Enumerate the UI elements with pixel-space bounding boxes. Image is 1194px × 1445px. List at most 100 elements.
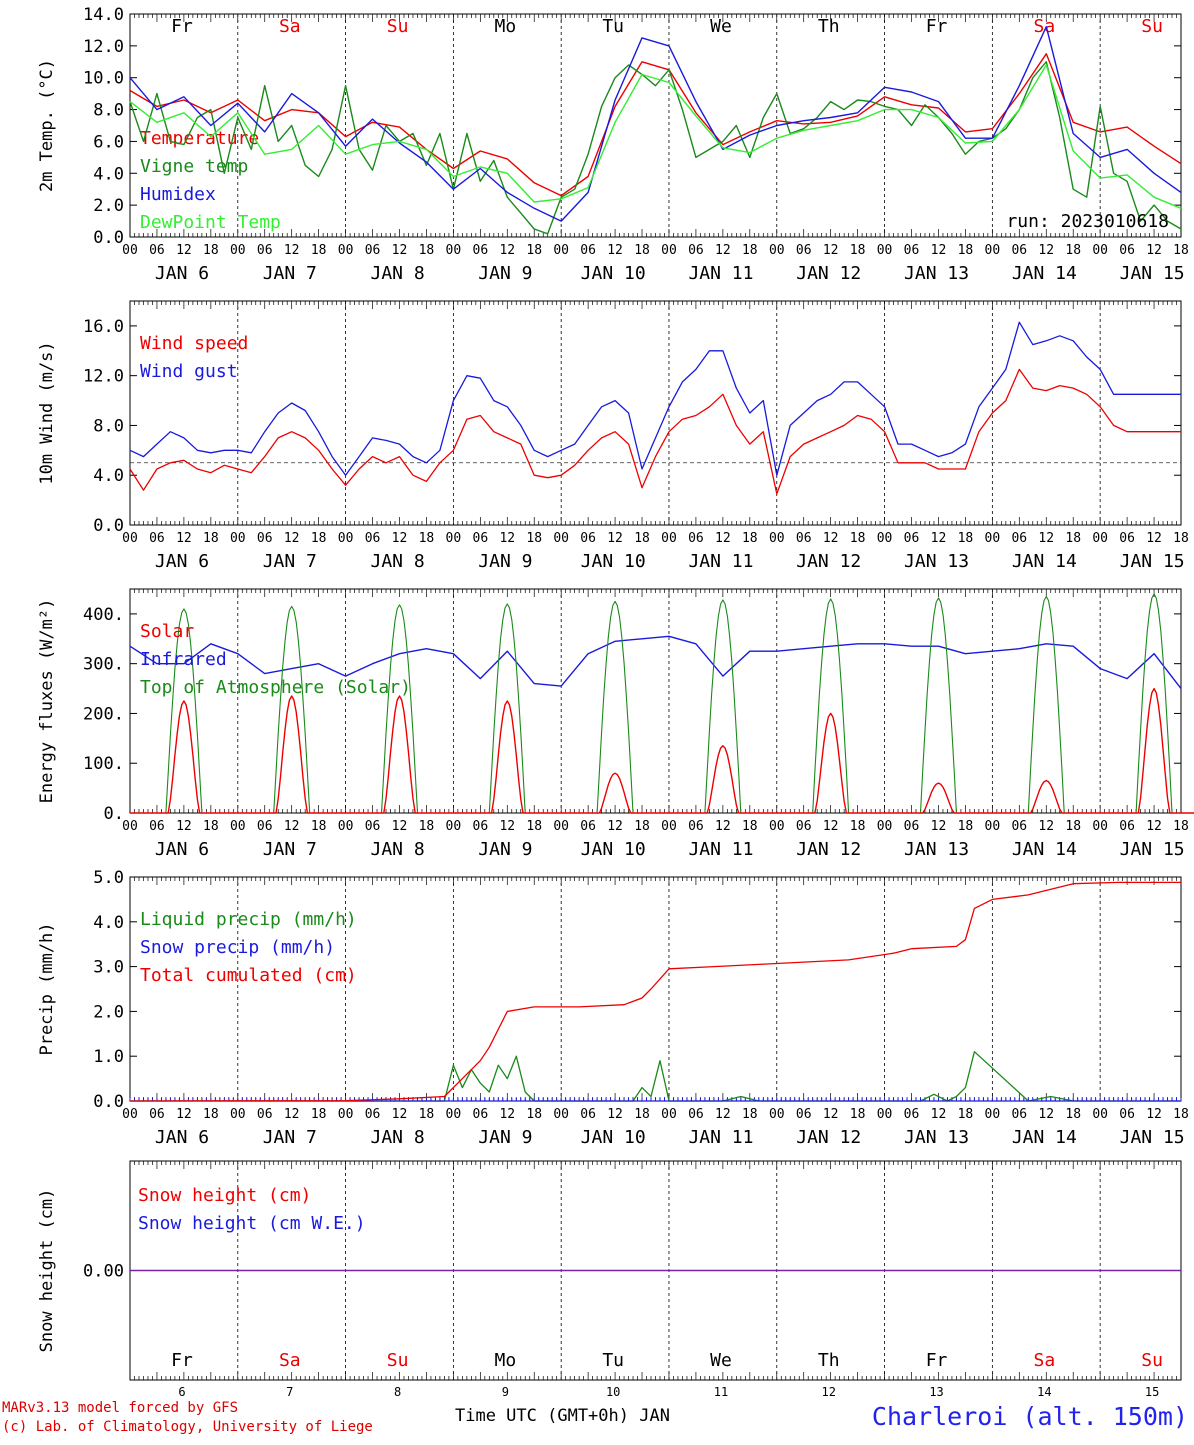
hour-tick-label: 06 [1011,1107,1027,1122]
hour-tick-label: 18 [742,1107,758,1122]
hour-tick-label: 18 [419,1107,435,1122]
hour-tick-label: 06 [904,819,920,834]
date-label: JAN 7 [263,263,317,284]
y-tick-label: 200. [83,704,124,724]
date-label: JAN 12 [796,1127,861,1148]
hour-tick-label: 00 [877,1107,893,1122]
hour-tick-label: 12 [931,819,947,834]
series-line-infrared [129,635,1182,690]
day-number-label: 6 [178,1385,185,1399]
hour-tick-label: 12 [499,243,515,258]
y-tick-label: 400. [83,605,124,625]
weekday-label: We [710,16,732,37]
hour-tick-label: 06 [257,1107,273,1122]
hour-tick-label: 12 [1038,531,1054,546]
hour-tick-label: 00 [122,531,138,546]
hour-tick-label: 00 [553,819,569,834]
series-line-toa-solar [130,593,1194,814]
hour-tick-label: 00 [985,819,1001,834]
hour-tick-label: 12 [1146,819,1162,834]
hour-tick-label: 12 [607,243,623,258]
hour-tick-label: 00 [230,243,246,258]
date-label: JAN 11 [688,1127,753,1148]
hour-tick-label: 12 [931,1107,947,1122]
hour-tick-label: 12 [176,1107,192,1122]
y-tick-label: 1.0 [93,1047,124,1067]
hour-tick-label: 12 [823,531,839,546]
hour-tick-label: 00 [661,1107,677,1122]
hour-tick-label: 18 [203,243,219,258]
date-label: JAN 14 [1012,551,1077,572]
series-line-total-cumulated-cm- [129,881,1181,1102]
hour-tick-label: 18 [419,531,435,546]
hour-tick-label: 06 [1011,243,1027,258]
panel-2: 10m Wind (m/s) 0.0 4.0 8.0 12.0 16.0 00 06 12 18 0… [37,300,1189,572]
date-label: JAN 15 [1120,1127,1185,1148]
y-axis-title: 2m Temp. (°C) [37,59,57,192]
date-label: JAN 14 [1012,839,1077,860]
series-line-wind-speed [129,368,1181,495]
legend-label: Infrared [140,649,227,670]
series-line-vigne-temp [129,61,1182,235]
hour-tick-label: 06 [688,243,704,258]
weekday-label: Th [818,16,840,37]
date-label: JAN 10 [581,839,646,860]
hour-tick-label: 06 [365,531,381,546]
weekday-label: Su [1141,1350,1163,1371]
day-number-label: 11 [714,1385,728,1399]
legend-label: Liquid precip (mm/h) [140,909,357,930]
hour-tick-label: 12 [1146,531,1162,546]
hour-tick-label: 18 [850,531,866,546]
run-label: run: 2023010618 [1006,211,1169,232]
series-line-dewpoint-temp [129,64,1182,209]
date-label: JAN 13 [904,551,969,572]
weekday-label: Tu [602,16,624,37]
day-number-label: 8 [394,1385,401,1399]
date-label: JAN 15 [1120,263,1185,284]
hour-tick-label: 18 [1065,1107,1081,1122]
hour-tick-label: 06 [149,1107,165,1122]
y-tick-label: 12.0 [83,37,124,57]
hour-tick-label: 12 [1038,243,1054,258]
hour-tick-label: 06 [904,531,920,546]
date-label: JAN 9 [478,839,532,860]
y-tick-label: 3.0 [93,958,124,978]
date-label: JAN 11 [688,263,753,284]
date-label: JAN 14 [1012,263,1077,284]
hour-tick-label: 12 [715,1107,731,1122]
legend-label: Wind gust [140,361,238,382]
hour-tick-label: 12 [715,531,731,546]
date-label: JAN 12 [796,551,861,572]
date-label: JAN 8 [370,839,424,860]
hour-tick-label: 00 [1092,1107,1108,1122]
energy-series: Solar Infrared Top of Atmosphere (Solar) [129,593,1194,814]
legend-label: DewPoint Temp [140,212,281,233]
hour-tick-label: 18 [958,819,974,834]
hour-tick-label: 00 [1092,819,1108,834]
date-label: JAN 7 [263,551,317,572]
hour-tick-label: 18 [526,1107,542,1122]
hour-tick-label: 12 [392,1107,408,1122]
panel-frame [129,300,1182,526]
date-label: JAN 6 [155,263,209,284]
hour-tick-label: 06 [365,1107,381,1122]
hour-tick-label: 00 [338,1107,354,1122]
hour-tick-label: 00 [446,243,462,258]
date-label: JAN 15 [1120,839,1185,860]
hour-tick-label: 12 [284,1107,300,1122]
hour-tick-label: 06 [1119,819,1135,834]
hour-tick-label: 00 [1092,531,1108,546]
series-line-humidex [129,26,1182,222]
hour-tick-label: 18 [1173,1107,1189,1122]
weekday-label: Fr [171,16,193,37]
y-tick-label: 0. [104,804,124,824]
hour-tick-label: 00 [985,243,1001,258]
hour-tick-label: 18 [850,1107,866,1122]
date-label: JAN 10 [581,263,646,284]
hour-tick-label: 18 [526,819,542,834]
hour-tick-label: 06 [149,819,165,834]
hour-tick-label: 12 [176,531,192,546]
model-credit: MARv3.13 model forced by GFS [2,1400,239,1416]
hour-tick-label: 06 [688,819,704,834]
